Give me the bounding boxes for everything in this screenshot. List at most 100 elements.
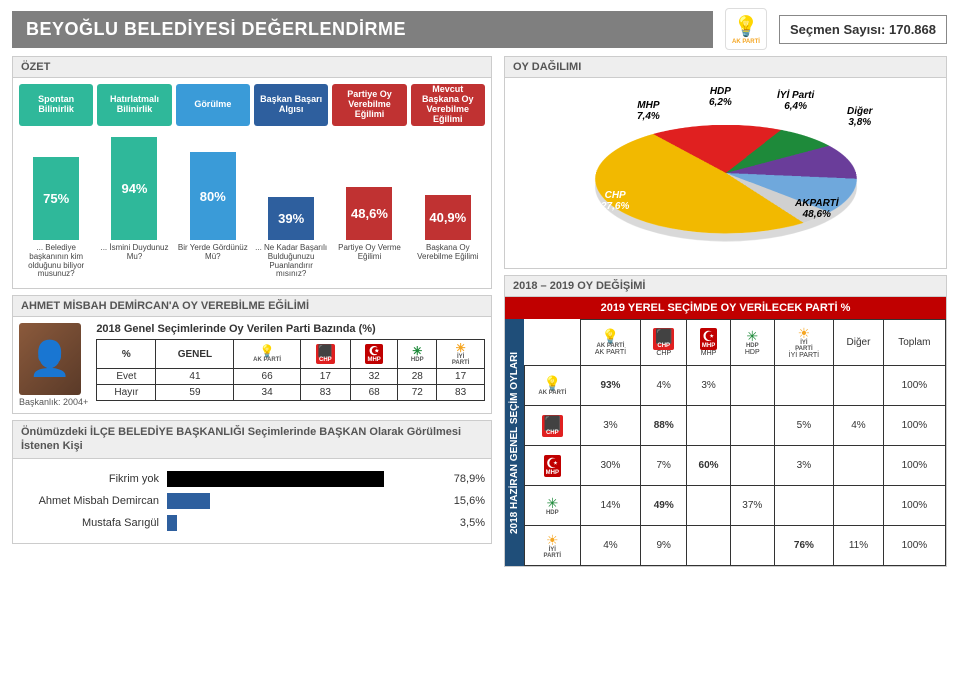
page-title: BEYOĞLU BELEDİYESİ DEĞERLENDİRME — [12, 11, 713, 48]
summary-tag: Partiye Oy Verebilme Eğilimi — [332, 84, 406, 126]
tm-cell: 100% — [883, 446, 945, 486]
summary-panel: ÖZET Spontan Bilinirlik 75% ... Belediye… — [12, 56, 492, 289]
hdp-logo-icon: ✳ HDP — [746, 329, 759, 349]
tm-cell: 100% — [883, 486, 945, 526]
pie-label-AKPARTİ: AKPARTİ48,6% — [795, 198, 839, 220]
tm-cell: 93% — [580, 366, 641, 406]
chp-logo-icon: ⬛ CHP — [542, 415, 563, 437]
pm-label: Fikrim yok — [19, 473, 159, 485]
vt-col-6: ☀ İYİ PARTİ — [437, 340, 485, 369]
tm-cell — [834, 366, 884, 406]
vt-cell: 41 — [156, 369, 234, 385]
vote-tendency-panel: AHMET MİSBAH DEMİRCAN'A OY VEREBİLME EĞİ… — [12, 295, 492, 414]
vt-col-4: ☪ MHP — [350, 340, 397, 369]
tm-cell: 3% — [687, 366, 731, 406]
summary-bar: 75% — [33, 157, 79, 240]
tm-row-iyi: ☀ İYİ PARTİ — [525, 526, 581, 566]
vt-cell: 28 — [398, 369, 437, 385]
tm-cell: 60% — [687, 446, 731, 486]
tm-cell: 7% — [641, 446, 687, 486]
tm-col-chp: ⬛ CHP CHP — [641, 320, 687, 366]
pm-value: 78,9% — [454, 473, 485, 485]
vt-col-0: % — [97, 340, 156, 369]
pm-bar — [167, 471, 384, 487]
summary-tag: Mevcut Başkana Oy Verebilme Eğilimi — [411, 84, 485, 126]
tm-cell — [730, 446, 774, 486]
transition-matrix-title: 2019 YEREL SEÇİMDE OY VERİLECEK PARTİ % — [505, 297, 946, 319]
voter-count-box: Seçmen Sayısı: 170.868 — [779, 15, 947, 44]
pm-value: 3,5% — [460, 517, 485, 529]
tm-cell: 9% — [641, 526, 687, 566]
pie-label-HDP: HDP6,2% — [709, 86, 732, 108]
tm-col-extra: Diğer — [834, 320, 884, 366]
tm-cell: 37% — [730, 486, 774, 526]
tm-cell: 11% — [834, 526, 884, 566]
hdp-logo-icon: ✳ HDP — [546, 496, 559, 516]
summary-bar: 48,6% — [346, 187, 392, 240]
tm-row-chp: ⬛ CHP — [525, 406, 581, 446]
vt-col-1: GENEL — [156, 340, 234, 369]
voter-label: Seçmen Sayısı: — [790, 22, 885, 37]
pie-label-MHP: MHP7,4% — [637, 100, 660, 122]
summary-col-0: Spontan Bilinirlik 75% ... Belediye başk… — [19, 84, 93, 282]
chp-logo-icon: ⬛ CHP — [316, 344, 335, 364]
mhp-logo-icon: ☪ MHP — [700, 328, 717, 350]
vt-cell: 72 — [398, 385, 437, 401]
tm-cell — [834, 486, 884, 526]
vote-tendency-title: AHMET MİSBAH DEMİRCAN'A OY VEREBİLME EĞİ… — [13, 296, 491, 317]
summary-tag: Spontan Bilinirlik — [19, 84, 93, 126]
summary-bar: 40,9% — [425, 195, 471, 240]
iyi-logo-icon: ☀ İYİ PARTİ — [795, 326, 813, 352]
tm-cell — [730, 526, 774, 566]
summary-col-3: Başkan Başarı Algısı 39% ... Ne Kadar Ba… — [254, 84, 328, 282]
summary-tag: Başkan Başarı Algısı — [254, 84, 328, 126]
summary-title: ÖZET — [13, 57, 491, 78]
preferred-mayor-bars: Fikrim yok 78,9% Ahmet Misbah Demircan 1… — [13, 459, 491, 543]
tm-cell: 76% — [774, 526, 834, 566]
tm-cell: 4% — [641, 366, 687, 406]
voter-count: 170.868 — [889, 22, 936, 37]
tm-cell: 4% — [580, 526, 641, 566]
tm-col-mhp: ☪ MHP MHP — [687, 320, 731, 366]
summary-tag: Görülme — [176, 84, 250, 126]
vt-col-3: ⬛ CHP — [300, 340, 350, 369]
tm-cell — [730, 366, 774, 406]
vt-cell: 68 — [350, 385, 397, 401]
pie-title: OY DAĞILIMI — [505, 57, 946, 78]
tm-row-hdp: ✳ HDP — [525, 486, 581, 526]
tm-cell: 14% — [580, 486, 641, 526]
summary-col-2: Görülme 80% Bir Yerde Gördünüz Mü? — [176, 84, 250, 282]
tm-cell — [687, 526, 731, 566]
header: BEYOĞLU BELEDİYESİ DEĞERLENDİRME 💡AK PAR… — [12, 8, 947, 50]
tm-col-akp: 💡 AK PARTİ AK PARTİ — [580, 320, 641, 366]
pm-row-1: Ahmet Misbah Demircan 15,6% — [19, 493, 485, 509]
tm-cell — [834, 446, 884, 486]
tm-cell — [774, 486, 834, 526]
pm-bar — [167, 493, 210, 509]
tm-col-hdp: ✳ HDP HDP — [730, 320, 774, 366]
chp-logo-icon: ⬛ CHP — [653, 328, 674, 350]
iyi-logo-icon: ☀ İYİ PARTİ — [452, 342, 470, 366]
summary-caption: Başkana Oy Verebilme Eğilimi — [411, 244, 485, 282]
tm-cell: 3% — [580, 406, 641, 446]
summary-bar: 39% — [268, 197, 314, 240]
pie-label-Diğer: Diğer3,8% — [847, 106, 873, 128]
tm-cell: 100% — [883, 406, 945, 446]
summary-tag: Hatırlatmalı Bilinirlik — [97, 84, 171, 126]
tm-cell: 100% — [883, 366, 945, 406]
mayor-portrait-icon: 👤 — [19, 323, 81, 395]
transition-title: 2018 – 2019 OY DEĞİŞİMİ — [505, 276, 946, 297]
vote-tendency-subtitle: 2018 Genel Seçimlerinde Oy Verilen Parti… — [96, 323, 485, 335]
summary-col-4: Partiye Oy Verebilme Eğilimi 48,6% Parti… — [332, 84, 406, 282]
summary-bar: 80% — [190, 152, 236, 240]
preferred-mayor-panel: Önümüzdeki İLÇE BELEDİYE BAŞKANLIĞI Seçi… — [12, 420, 492, 544]
pm-bar — [167, 515, 177, 531]
tm-cell: 88% — [641, 406, 687, 446]
akp-logo-icon: 💡 AK PARTİ — [538, 376, 566, 396]
tm-col-iyi: ☀ İYİ PARTİ İYİ PARTİ — [774, 320, 834, 366]
pie-label-CHP: CHP27,6% — [601, 190, 629, 212]
summary-caption: Partiye Oy Verme Eğilimi — [332, 244, 406, 282]
iyi-logo-icon: ☀ İYİ PARTİ — [544, 533, 562, 559]
mayor-since: Başkanlık: 2004+ — [19, 397, 88, 407]
vt-cell: 17 — [300, 369, 350, 385]
